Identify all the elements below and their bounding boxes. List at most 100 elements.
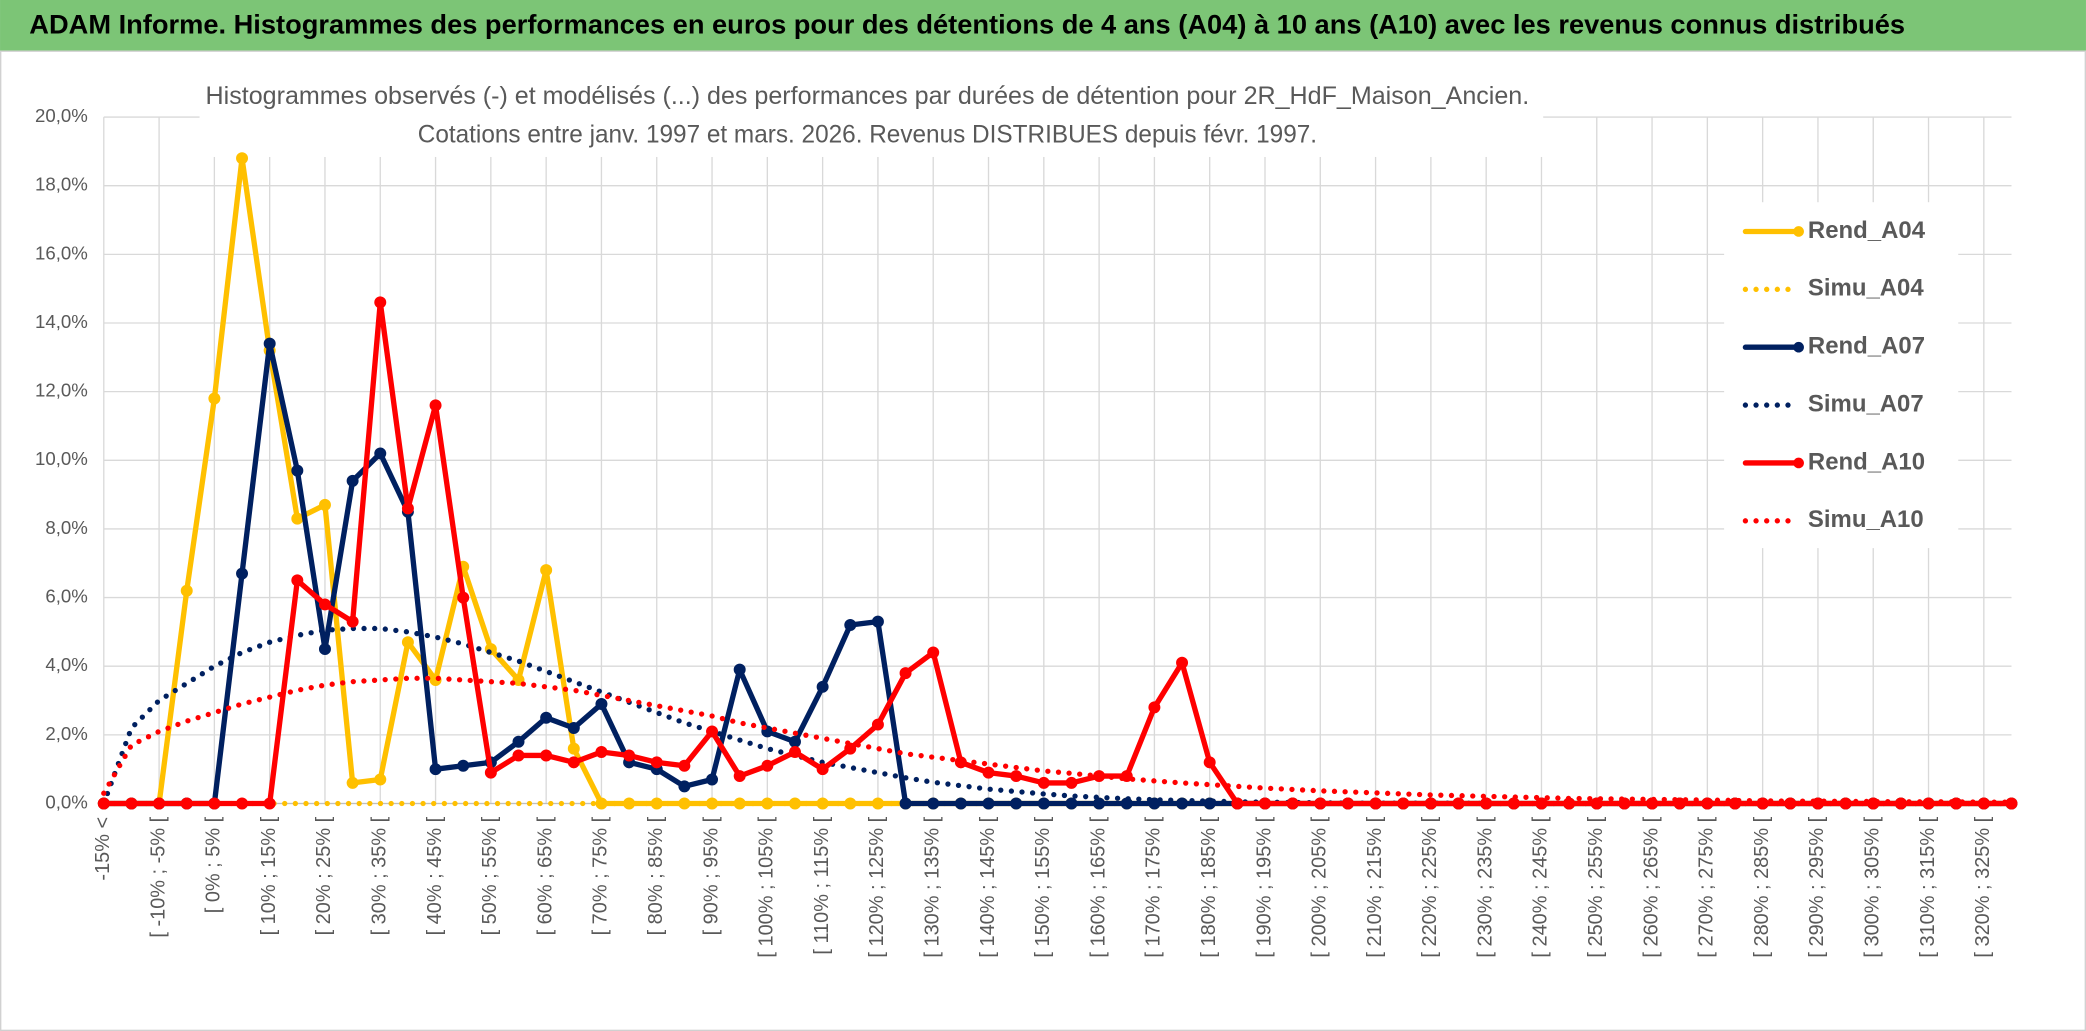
- point: [1093, 797, 1106, 810]
- legend-label: Rend_A10: [1808, 448, 1925, 475]
- point: [263, 797, 276, 810]
- x-tick-label: [ 260% ; 265% [: [1640, 816, 1662, 957]
- point: [429, 763, 442, 776]
- legend: Rend_A04 Simu_A04 Rend_A07 Simu_A07 Rend_A10…: [1742, 217, 1926, 533]
- point: [374, 773, 387, 786]
- point: [567, 756, 580, 769]
- point: [318, 498, 331, 511]
- axes: 0,0% 2,0% 4,0% 6,0% 8,0% 10,0% 12,0% 14,0% 16,0%…: [35, 105, 2012, 958]
- legend-marker: [1793, 341, 1804, 353]
- x-tick-label: -15% <: [92, 817, 114, 881]
- point: [595, 697, 608, 710]
- point: [1010, 797, 1023, 810]
- x-tick-label: [ 310% ; 315% [: [1917, 816, 1939, 957]
- point: [982, 797, 995, 810]
- legend-label: Simu_A10: [1808, 506, 1924, 533]
- point: [457, 591, 470, 604]
- x-tick-label: [ 100% ; 105% [: [756, 816, 778, 957]
- point: [595, 746, 608, 759]
- x-tick-label: [ 230% ; 235% [: [1474, 816, 1496, 957]
- dotted-line: [101, 675, 2015, 805]
- x-tick-label: [ 300% ; 305% [: [1862, 816, 1884, 957]
- point: [1369, 797, 1382, 810]
- point: [706, 773, 719, 786]
- point: [816, 680, 829, 693]
- point: [733, 770, 746, 783]
- point: [1341, 797, 1354, 810]
- point: [374, 447, 387, 460]
- y-tick-label: 10,0%: [35, 448, 88, 469]
- point: [1259, 797, 1271, 810]
- x-tick-label: [ 220% ; 225% [: [1419, 816, 1441, 957]
- chart-frame: [0, 50, 2086, 1031]
- legend-background: [1724, 202, 1959, 549]
- x-tick-label: [ 280% ; 285% [: [1751, 816, 1773, 957]
- point: [899, 667, 912, 680]
- x-tick-label: [ 190% ; 195% [: [1253, 816, 1275, 957]
- point: [650, 756, 663, 769]
- point: [1424, 797, 1437, 810]
- point: [1507, 797, 1520, 810]
- point: [954, 797, 967, 810]
- point: [567, 722, 580, 734]
- y-tick-label: 0,0%: [45, 791, 87, 812]
- y-tick-label: 20,0%: [35, 105, 88, 126]
- x-tick-label: [ 290% ; 295% [: [1806, 816, 1828, 957]
- point: [208, 797, 221, 810]
- y-tick-label: 8,0%: [45, 517, 87, 538]
- x-tick-label: [ 50% ; 55% [: [479, 816, 501, 935]
- point: [623, 749, 636, 762]
- legend-marker: [1793, 457, 1804, 469]
- x-tick-label: [ -10% ; -5% [: [147, 816, 169, 937]
- header-bar: [0, 0, 2086, 51]
- point: [1203, 756, 1216, 769]
- x-tick-label: [ 30% ; 35% [: [369, 816, 391, 935]
- line: [101, 299, 2015, 807]
- point: [678, 780, 691, 793]
- y-tick-label: 12,0%: [35, 380, 88, 401]
- point: [2005, 797, 2018, 810]
- point: [1286, 797, 1299, 810]
- x-tick-label: [ 240% ; 245% [: [1530, 816, 1552, 957]
- point: [540, 749, 553, 762]
- point: [1065, 776, 1078, 789]
- point: [1452, 797, 1465, 810]
- y-tick-label: 14,0%: [35, 311, 88, 332]
- point: [927, 646, 940, 659]
- x-tick-label: [ 140% ; 145% [: [977, 816, 999, 957]
- point: [927, 797, 940, 810]
- point: [374, 296, 387, 309]
- point: [1397, 797, 1410, 810]
- y-tick-label: 4,0%: [45, 654, 87, 675]
- y-tick-label: 18,0%: [35, 174, 88, 195]
- point: [1037, 776, 1050, 789]
- x-tick-label: [ 40% ; 45% [: [424, 816, 446, 935]
- point: [180, 584, 193, 597]
- point: [180, 797, 193, 810]
- point: [540, 711, 553, 724]
- point: [236, 152, 249, 165]
- point: [125, 797, 138, 810]
- point: [788, 735, 801, 748]
- x-tick-label: [ 10% ; 15% [: [258, 816, 280, 935]
- point: [1314, 797, 1327, 810]
- point: [512, 749, 525, 762]
- x-tick-label: [ 320% ; 325% [: [1972, 816, 1994, 957]
- point: [346, 776, 359, 789]
- x-tick-label: [ 90% ; 95% [: [700, 816, 722, 935]
- x-tick-label: [ 130% ; 135% [: [921, 816, 943, 957]
- legend-label: Simu_A07: [1808, 390, 1924, 417]
- point: [401, 636, 414, 649]
- point: [982, 766, 995, 779]
- point: [236, 797, 249, 810]
- point: [457, 759, 470, 772]
- point: [429, 399, 442, 412]
- y-tick-label: 6,0%: [45, 586, 87, 607]
- point: [1535, 797, 1548, 810]
- point: [291, 512, 304, 525]
- title-background: [199, 74, 1544, 157]
- plot: [97, 152, 2018, 810]
- point: [291, 464, 304, 477]
- point: [318, 643, 331, 656]
